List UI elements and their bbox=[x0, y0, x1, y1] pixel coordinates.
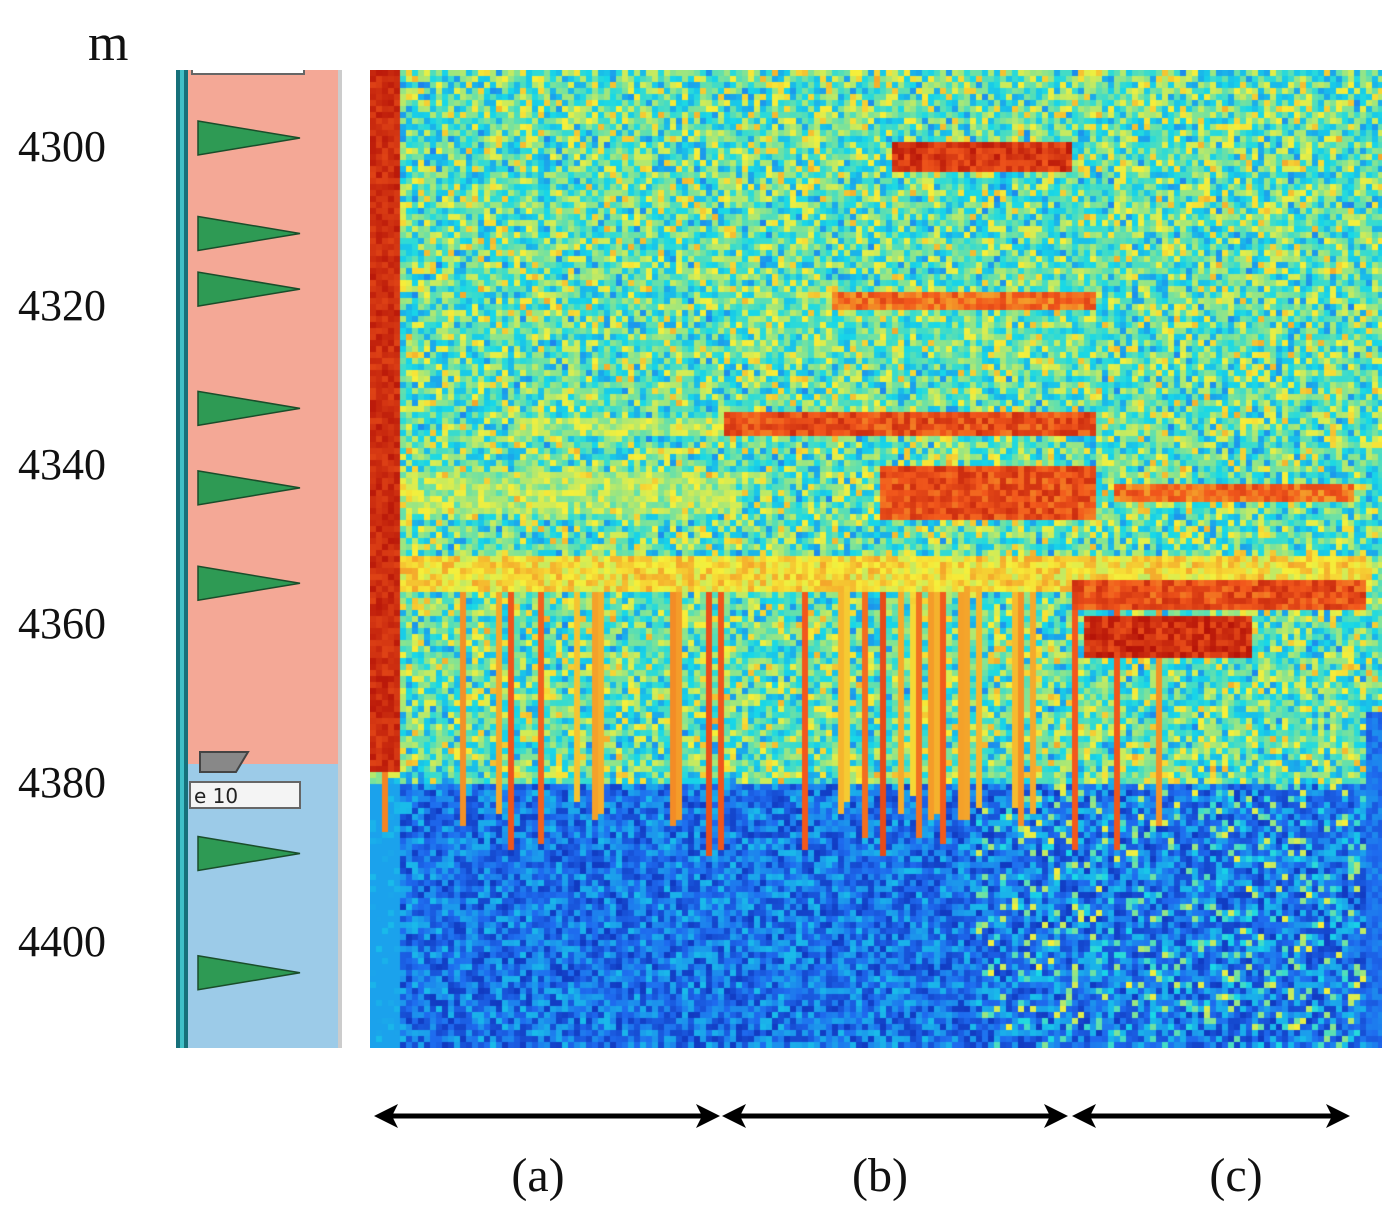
well-log-zone-lower bbox=[188, 764, 342, 1048]
arrow-head bbox=[1044, 1104, 1068, 1128]
segment-label-b: (b) bbox=[852, 1149, 908, 1202]
zone-tag-box bbox=[189, 781, 301, 809]
depth-tick-4320: 4320 bbox=[18, 281, 106, 330]
well-log-marker-triangle bbox=[197, 835, 301, 872]
depth-tick-4400: 4400 bbox=[18, 917, 106, 966]
well-log-marker-triangle bbox=[197, 469, 301, 506]
zone-tag-marker bbox=[199, 751, 250, 773]
depth-tick-4360: 4360 bbox=[18, 599, 106, 648]
heatmap-panel bbox=[370, 70, 1382, 1048]
well-log-marker-triangle bbox=[197, 120, 301, 156]
depth-unit-label: m bbox=[88, 15, 129, 72]
segment-arrow-a bbox=[374, 1104, 720, 1128]
segment-arrow-b bbox=[722, 1104, 1068, 1128]
arrow-head bbox=[1326, 1104, 1350, 1128]
zone-tag-label: e 10 bbox=[194, 784, 238, 808]
well-log-track: e 10 bbox=[176, 70, 342, 1048]
segment-arrow-c bbox=[1072, 1104, 1350, 1128]
depth-tick-4340: 4340 bbox=[18, 440, 106, 489]
well-log-marker-triangle bbox=[197, 215, 301, 252]
segment-label-c: (c) bbox=[1209, 1149, 1263, 1202]
depth-tick-4300: 4300 bbox=[18, 122, 106, 171]
arrow-head bbox=[722, 1104, 746, 1128]
well-log-marker-triangle bbox=[197, 390, 301, 427]
segment-label-a: (a) bbox=[511, 1149, 565, 1202]
segment-arrows bbox=[374, 1104, 1350, 1128]
arrow-head bbox=[1072, 1104, 1096, 1128]
arrow-head bbox=[696, 1104, 720, 1128]
depth-tick-4380: 4380 bbox=[18, 758, 106, 807]
well-log-marker-triangle bbox=[197, 954, 301, 991]
marker-group bbox=[197, 120, 301, 991]
arrow-head bbox=[374, 1104, 398, 1128]
wellbore-line-core bbox=[180, 70, 184, 1048]
well-log-marker-triangle bbox=[197, 565, 301, 602]
track-separator bbox=[338, 70, 342, 1048]
track-top-box bbox=[191, 70, 305, 75]
well-log-marker-triangle bbox=[197, 271, 301, 307]
